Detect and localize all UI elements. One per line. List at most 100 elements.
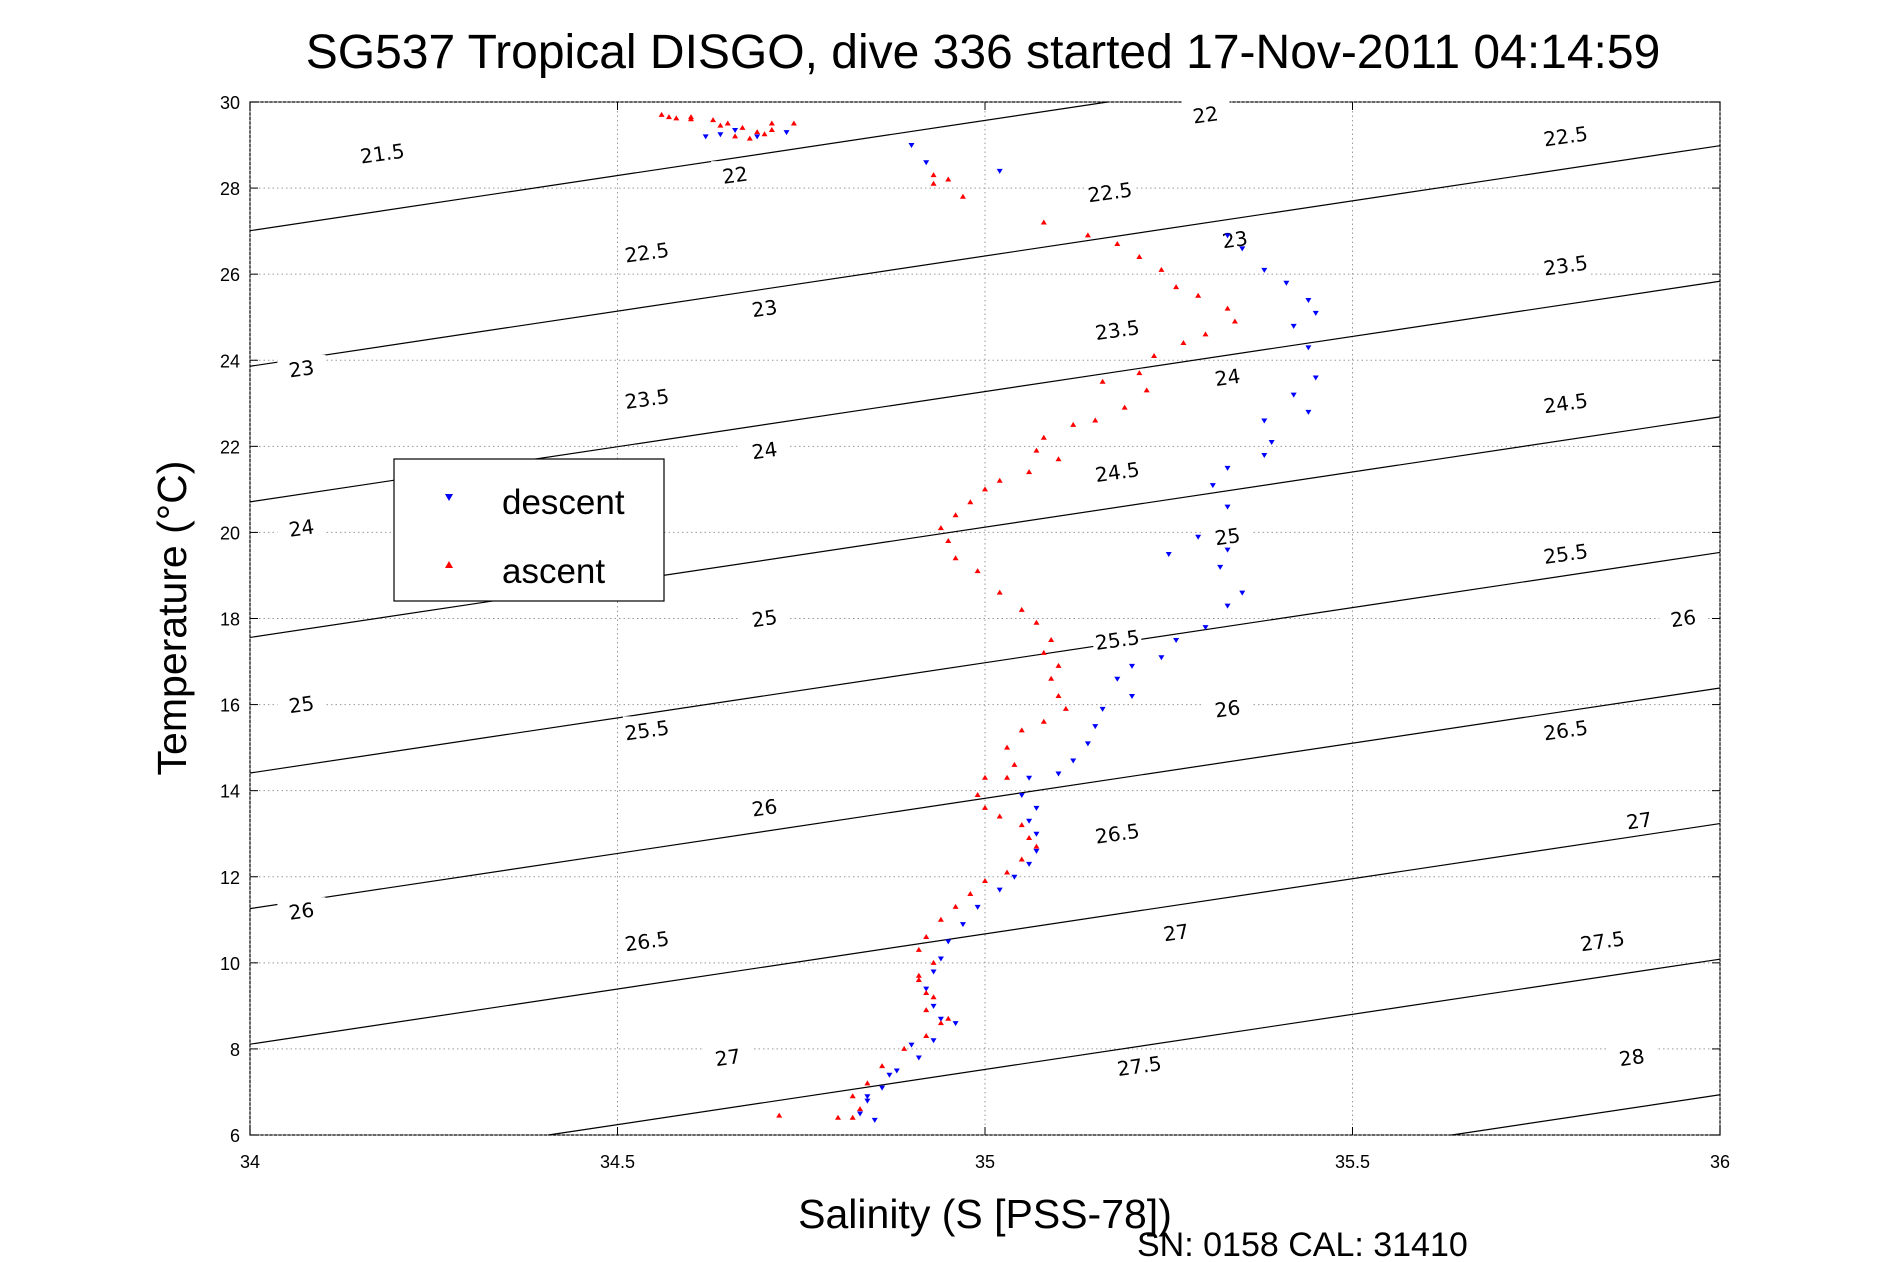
descent-point <box>1224 233 1231 239</box>
x-axis-label: Salinity (S [PSS-78]) <box>798 1191 1172 1237</box>
y-tick-label: 14 <box>220 782 240 802</box>
contour-label: 24 <box>1213 364 1242 391</box>
ascent-point <box>673 115 680 121</box>
descent-point <box>1239 246 1246 252</box>
ascent-point <box>923 934 930 940</box>
contour-label-backdrop <box>711 161 760 186</box>
ascent-point <box>1040 649 1047 655</box>
descent-point <box>1261 267 1268 273</box>
ascent-point <box>746 135 753 141</box>
ascent-point <box>1070 421 1077 427</box>
descent-point <box>945 939 952 945</box>
descent-point <box>783 130 790 136</box>
descent-point <box>915 1055 922 1061</box>
contour-label-backdrop <box>277 354 326 379</box>
descent-point <box>923 986 930 992</box>
ascent-point <box>776 1112 783 1118</box>
contour-label: 24 <box>287 514 316 541</box>
descent-point <box>1011 874 1018 880</box>
ascent-point <box>996 589 1003 595</box>
descent-point <box>1055 771 1062 777</box>
descent-point <box>930 1038 937 1044</box>
legend-descent-marker <box>445 494 453 501</box>
isopycnal-line-24 <box>249 551 1721 774</box>
isopycnal-line-25 <box>249 823 1721 1045</box>
contour-label-backdrop <box>1615 806 1664 831</box>
ascent-point <box>974 568 981 574</box>
descent-point <box>959 922 966 928</box>
descent-point <box>1202 625 1209 631</box>
descent-point <box>1018 792 1025 798</box>
descent-point <box>1129 693 1135 699</box>
ascent-point <box>996 477 1003 483</box>
descent-point <box>1209 483 1216 489</box>
descent-point <box>937 1016 944 1022</box>
contour-label-backdrop <box>277 514 326 539</box>
descent-point <box>974 904 981 910</box>
ascent-point <box>1062 705 1069 711</box>
ascent-point <box>1099 378 1106 384</box>
descent-point <box>1033 831 1040 837</box>
ascent-point <box>915 946 922 952</box>
ascent-point <box>937 916 944 922</box>
contour-label-backdrop <box>1541 389 1590 414</box>
descent-point <box>996 168 1003 174</box>
contour-label-backdrop <box>1541 539 1590 564</box>
descent-point <box>1084 741 1091 747</box>
ascent-point <box>1136 253 1143 259</box>
y-tick-label: 20 <box>220 523 240 543</box>
contour-label-backdrop <box>277 690 326 715</box>
contour-label: 24 <box>750 437 779 464</box>
ascent-point <box>710 117 717 123</box>
ascent-point <box>937 525 944 531</box>
descent-point <box>1312 375 1319 381</box>
ascent-point <box>732 133 739 139</box>
contour-label-backdrop <box>740 436 789 461</box>
contour-label-backdrop <box>1085 178 1134 203</box>
contour-label-backdrop <box>1093 819 1142 844</box>
descent-point <box>1268 440 1275 446</box>
contour-label: 27 <box>1625 807 1654 834</box>
descent-point <box>1305 409 1312 415</box>
contour-label: 26 <box>1213 695 1242 722</box>
ascent-point <box>930 994 937 1000</box>
legend-box <box>393 458 665 602</box>
contour-label-backdrop <box>1115 1052 1164 1077</box>
ascent-point <box>658 111 665 117</box>
contour-label-backdrop <box>1093 316 1142 341</box>
descent-point <box>1026 861 1033 867</box>
descent-point <box>879 1085 886 1091</box>
ascent-point <box>930 172 937 178</box>
legend-ascent-marker <box>445 561 453 568</box>
x-tick-label: 34 <box>240 1152 260 1172</box>
ascent-point <box>974 791 981 797</box>
serial-calibration-footer: SN: 0158 CAL: 31410 <box>1137 1226 1468 1262</box>
ascent-point <box>1018 822 1025 828</box>
ascent-point <box>1040 718 1047 724</box>
ascent-point <box>923 989 930 995</box>
descent-point <box>871 1117 878 1123</box>
descent-point <box>1158 655 1165 661</box>
ascent-point <box>1048 637 1055 643</box>
ascent-point <box>1004 869 1011 875</box>
contour-label: 26 <box>750 794 779 821</box>
ascent-point <box>1055 662 1062 668</box>
descent-point <box>1261 452 1268 458</box>
descent-point <box>908 143 915 149</box>
ascent-point <box>790 120 797 126</box>
descent-point <box>1026 775 1033 781</box>
ascent-point <box>1055 456 1062 462</box>
y-tick-label: 10 <box>220 954 240 974</box>
descent-point <box>1283 280 1290 286</box>
contour-label: 25 <box>287 691 316 718</box>
legend: descent ascent <box>393 458 665 602</box>
ascent-point <box>724 120 731 126</box>
contour-label-backdrop <box>622 927 671 952</box>
descent-point <box>1224 547 1231 553</box>
ascent-point <box>1158 266 1165 272</box>
contour-label-backdrop <box>1093 626 1142 651</box>
ascent-point <box>923 1033 930 1039</box>
contour-label: 23 <box>287 355 316 382</box>
ascent-point <box>1084 232 1091 238</box>
ascent-point <box>1136 370 1143 376</box>
